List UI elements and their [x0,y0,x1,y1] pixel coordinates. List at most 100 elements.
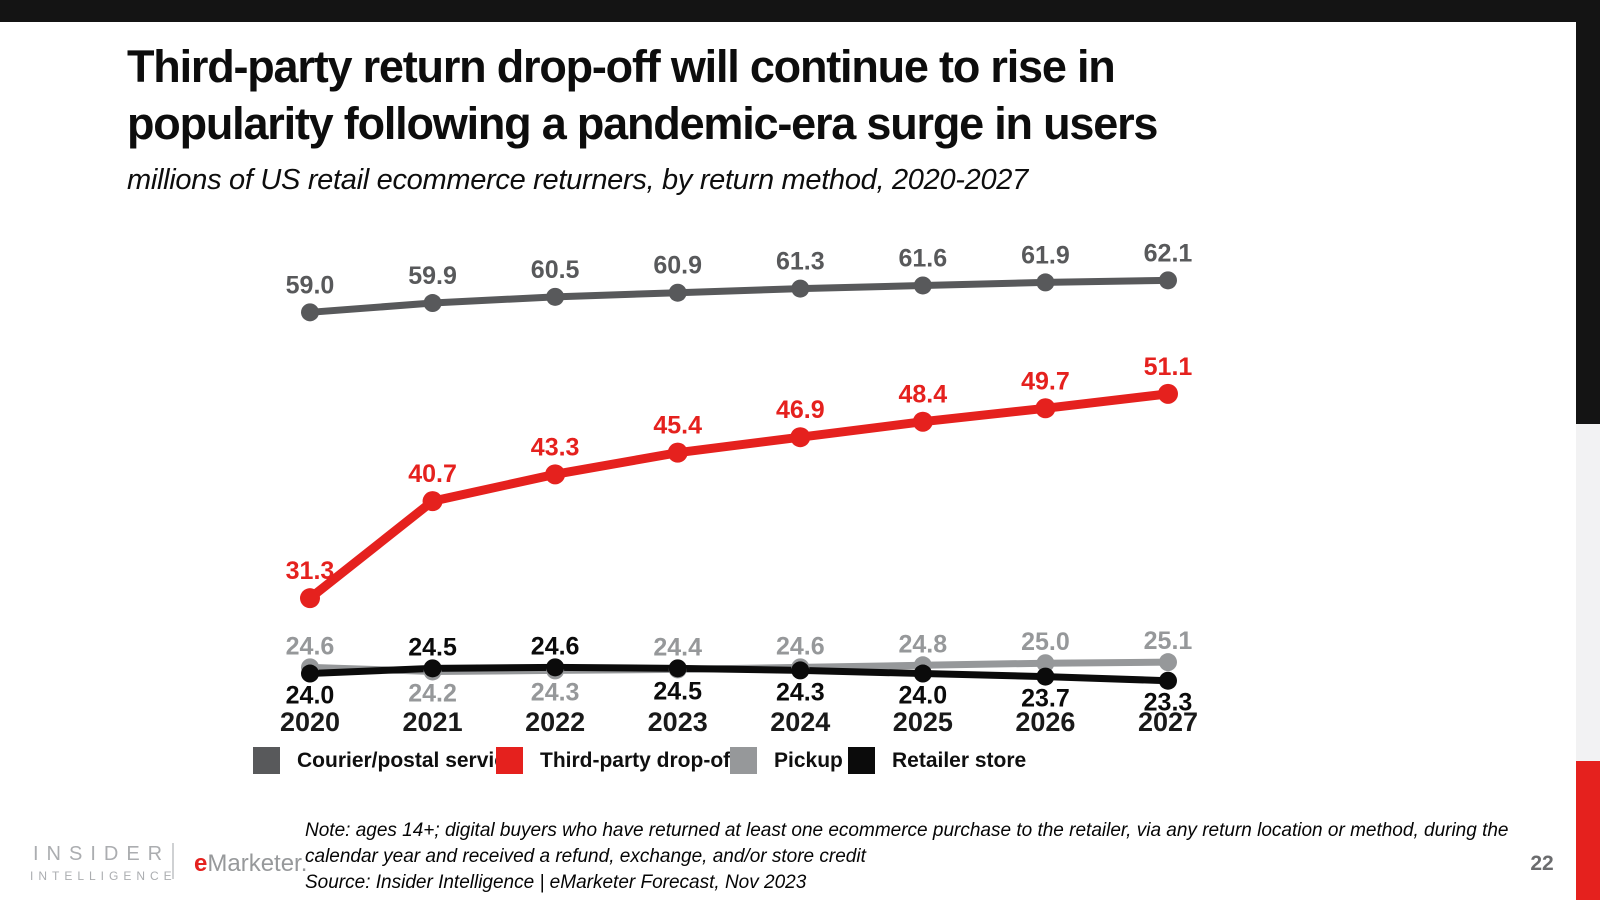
legend-swatch [730,747,757,774]
emarketer-logo-rest: Marketer. [207,850,308,877]
logo-divider [172,843,174,879]
data-point-courier-postal-service [301,303,319,322]
data-label-retailer-store: 24.0 [286,682,335,710]
data-label-pickup: 24.4 [653,633,702,661]
series-line-courier-postal-service [306,276,1172,316]
data-point-third-party-drop-off [545,464,566,485]
data-label-pickup: 25.1 [1144,627,1193,655]
legend-label: Courier/postal service [297,748,518,772]
data-point-retailer-store [791,661,810,680]
data-point-pickup [1036,654,1055,673]
data-label-third-party-drop-off: 40.7 [408,460,457,488]
data-point-third-party-drop-off [790,427,811,448]
data-label-courier-postal-service: 60.9 [653,252,702,280]
page-number: 22 [1530,852,1554,875]
data-label-retailer-store: 24.5 [653,677,702,705]
data-label-courier-postal-service: 62.1 [1144,239,1193,267]
x-axis-label: 2026 [1015,707,1075,737]
slide-title: Third-party return drop-off will continu… [127,41,1158,149]
data-label-third-party-drop-off: 49.7 [1021,367,1070,395]
data-label-third-party-drop-off: 46.9 [776,396,825,424]
data-point-courier-postal-service [1158,271,1177,290]
right-edge-red-segment [1576,761,1600,900]
data-point-pickup [546,661,565,680]
emarketer-logo: eMarketer. [194,850,307,878]
legend-label: Retailer store [892,748,1027,772]
data-label-courier-postal-service: 60.5 [531,256,580,284]
data-label-retailer-store: 24.3 [776,678,825,706]
insider-logo-line1: INSIDER [33,843,171,865]
data-point-courier-postal-service [1036,273,1055,292]
data-label-retailer-store: 23.7 [1021,685,1070,713]
data-point-pickup [668,660,687,679]
data-point-retailer-store [301,664,319,683]
x-axis-label: 2027 [1138,707,1198,737]
series-line-third-party-drop-off [305,389,1173,603]
data-label-retailer-store: 24.0 [899,682,948,710]
data-point-third-party-drop-off [300,588,320,609]
data-label-retailer-store: 24.6 [531,632,580,660]
data-point-pickup [423,662,442,681]
data-label-retailer-store: 23.3 [1144,689,1193,717]
legend-item-retailer-store: Retailer store [848,747,1026,774]
data-point-retailer-store [913,664,932,683]
legend-label: Third-party drop-off [540,748,738,772]
series-line-retailer-store [306,663,1172,685]
data-label-third-party-drop-off: 51.1 [1144,353,1193,381]
data-label-courier-postal-service: 59.9 [408,262,457,290]
data-label-third-party-drop-off: 48.4 [899,381,948,409]
x-axis-label: 2021 [403,707,463,737]
legend-item-pickup: Pickup [730,747,843,774]
series-line-pickup [306,658,1172,675]
data-point-pickup [301,658,319,677]
emarketer-logo-e: e [194,850,208,877]
data-point-third-party-drop-off [667,442,688,463]
data-point-retailer-store [423,659,442,678]
x-axis-label: 2020 [280,707,340,737]
data-label-pickup: 25.0 [1021,628,1070,656]
data-label-pickup: 24.8 [899,630,948,658]
data-label-courier-postal-service: 61.9 [1021,241,1070,269]
legend-swatch [848,747,875,774]
data-point-retailer-store [668,659,687,678]
note-text: Note: ages 14+; digital buyers who have … [305,820,1509,867]
data-point-courier-postal-service [791,279,810,298]
data-label-pickup: 24.3 [531,678,580,706]
legend-swatch [496,747,523,774]
data-point-retailer-store [1036,667,1055,686]
chart-notes: Note: ages 14+; digital buyers who have … [305,818,1575,896]
legend-item-courier-postal-service: Courier/postal service [253,747,518,774]
legend-swatch [253,747,280,774]
data-point-courier-postal-service [423,294,442,313]
data-point-pickup [913,656,932,675]
insider-intelligence-logo: INSIDER INTELLIGENCE [25,843,177,883]
insider-logo-line2: INTELLIGENCE [30,869,177,883]
legend-item-third-party-drop-off: Third-party drop-off [496,747,737,774]
data-point-courier-postal-service [913,276,932,295]
data-point-third-party-drop-off [422,491,443,512]
data-label-pickup: 24.2 [408,679,457,707]
right-edge-black-segment [1576,22,1600,424]
data-label-pickup: 24.6 [776,632,825,660]
data-label-courier-postal-service: 61.3 [776,248,825,276]
x-axis-label: 2022 [525,707,585,737]
data-label-courier-postal-service: 61.6 [899,244,948,272]
top-accent-bar [0,0,1600,22]
data-label-courier-postal-service: 59.0 [286,271,335,299]
data-point-courier-postal-service [668,283,687,302]
data-label-third-party-drop-off: 45.4 [653,412,702,440]
data-point-pickup [791,658,810,677]
data-label-retailer-store: 24.5 [408,633,457,661]
right-edge-gray-segment [1576,424,1600,761]
data-label-third-party-drop-off: 43.3 [531,433,580,461]
legend-label: Pickup [774,748,843,772]
data-point-courier-postal-service [546,287,565,306]
data-point-third-party-drop-off [1157,383,1178,404]
data-point-pickup [1158,653,1177,672]
data-label-pickup: 24.6 [286,632,335,660]
x-axis-label: 2024 [770,707,830,737]
data-point-retailer-store [1158,671,1177,690]
slide-subtitle: millions of US retail ecommerce returner… [127,164,1028,196]
data-point-retailer-store [546,658,565,677]
